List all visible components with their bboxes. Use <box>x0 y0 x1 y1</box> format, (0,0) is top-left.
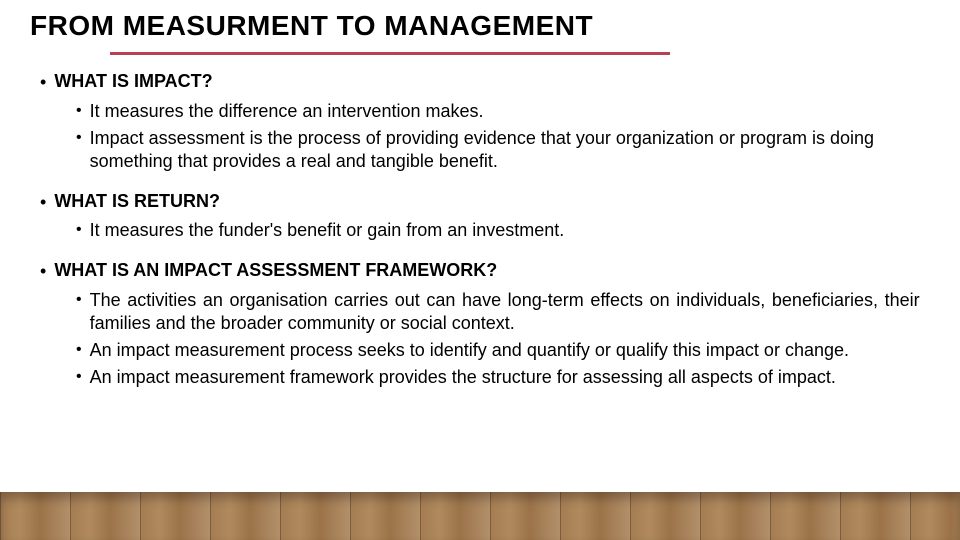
item-text: The activities an organisation carries o… <box>90 289 920 335</box>
bullet-icon: • <box>76 290 82 310</box>
bullet-icon: • <box>76 367 82 387</box>
list-item: • Impact assessment is the process of pr… <box>76 127 920 173</box>
section-items: • It measures the difference an interven… <box>40 100 920 173</box>
section-heading-row: • WHAT IS AN IMPACT ASSESSMENT FRAMEWORK… <box>40 260 920 283</box>
section-impact: • WHAT IS IMPACT? • It measures the diff… <box>40 71 920 173</box>
section-items: • It measures the funder's benefit or ga… <box>40 219 920 242</box>
title-divider <box>110 52 670 55</box>
item-text: Impact assessment is the process of prov… <box>90 127 920 173</box>
slide: FROM MEASURMENT TO MANAGEMENT • WHAT IS … <box>0 0 960 540</box>
section-return: • WHAT IS RETURN? • It measures the fund… <box>40 191 920 243</box>
item-text: An impact measurement process seeks to i… <box>90 339 920 362</box>
list-item: • An impact measurement process seeks to… <box>76 339 920 362</box>
list-item: • An impact measurement framework provid… <box>76 366 920 389</box>
section-heading: WHAT IS RETURN? <box>54 191 220 212</box>
item-text: It measures the difference an interventi… <box>90 100 484 123</box>
section-heading-row: • WHAT IS RETURN? <box>40 191 920 214</box>
sections: • WHAT IS IMPACT? • It measures the diff… <box>30 71 930 389</box>
section-heading: WHAT IS AN IMPACT ASSESSMENT FRAMEWORK? <box>54 260 497 281</box>
item-text: An impact measurement framework provides… <box>90 366 920 389</box>
slide-title: FROM MEASURMENT TO MANAGEMENT <box>30 10 930 42</box>
list-item: • The activities an organisation carries… <box>76 289 920 335</box>
section-items: • The activities an organisation carries… <box>40 289 920 389</box>
section-framework: • WHAT IS AN IMPACT ASSESSMENT FRAMEWORK… <box>40 260 920 389</box>
bullet-icon: • <box>40 72 46 94</box>
bullet-icon: • <box>76 101 82 121</box>
list-item: • It measures the difference an interven… <box>76 100 920 123</box>
bullet-icon: • <box>76 340 82 360</box>
bullet-icon: • <box>40 192 46 214</box>
list-item: • It measures the funder's benefit or ga… <box>76 219 920 242</box>
item-text: It measures the funder's benefit or gain… <box>90 219 565 242</box>
wood-plank-strip <box>0 492 960 540</box>
bullet-icon: • <box>40 261 46 283</box>
section-heading: WHAT IS IMPACT? <box>54 71 212 92</box>
section-heading-row: • WHAT IS IMPACT? <box>40 71 920 94</box>
content-area: FROM MEASURMENT TO MANAGEMENT • WHAT IS … <box>0 0 960 492</box>
bullet-icon: • <box>76 220 82 240</box>
bullet-icon: • <box>76 128 82 148</box>
